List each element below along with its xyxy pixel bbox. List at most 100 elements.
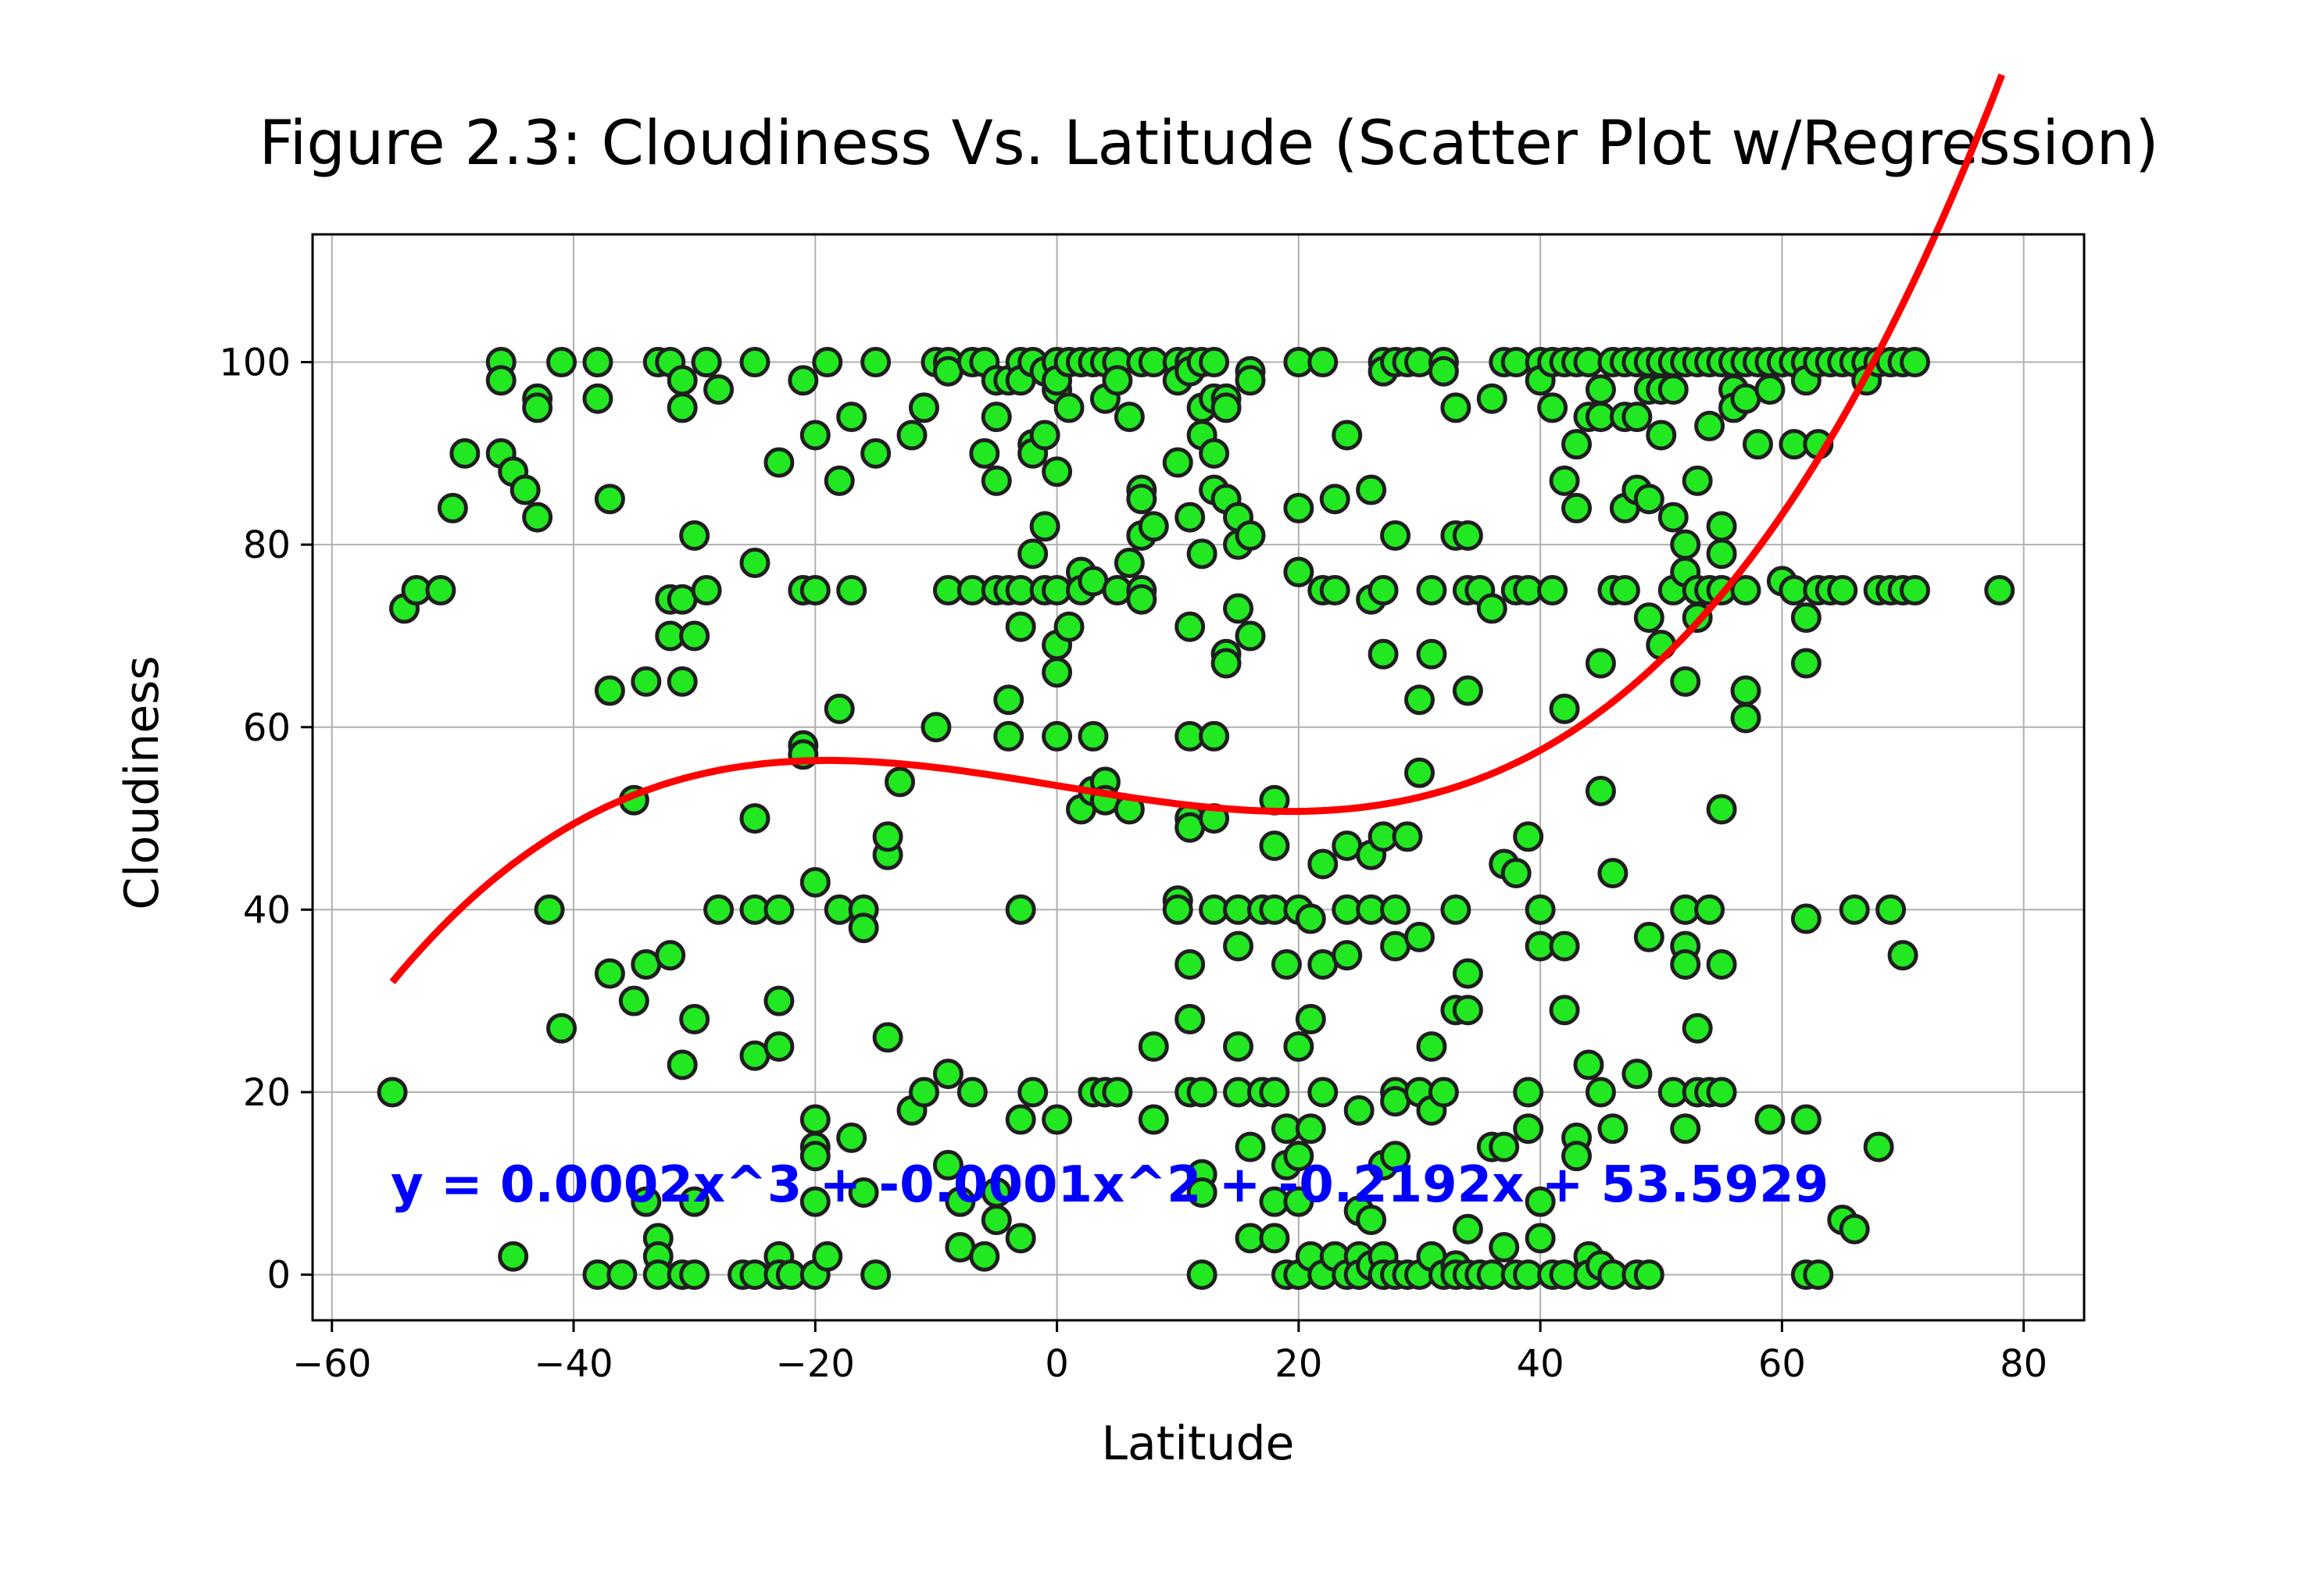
data-point <box>824 693 855 724</box>
data-point <box>1005 1104 1036 1135</box>
data-point <box>1633 484 1664 515</box>
x-tick-label: 60 <box>1758 1342 1806 1386</box>
data-point <box>1730 702 1761 734</box>
data-point <box>1706 948 1737 980</box>
data-point <box>618 985 649 1016</box>
data-point <box>606 1259 638 1291</box>
data-point <box>1053 611 1085 642</box>
data-point <box>546 1012 577 1044</box>
data-point <box>679 520 710 551</box>
data-point <box>1259 1223 1290 1254</box>
data-point <box>799 866 831 898</box>
data-point <box>1803 1259 1834 1291</box>
data-point <box>872 821 903 852</box>
data-point <box>1549 930 1580 962</box>
data-point <box>1223 593 1254 624</box>
data-point <box>1042 720 1073 752</box>
data-point <box>1754 1104 1786 1135</box>
data-point <box>667 666 698 697</box>
data-point <box>1875 894 1907 925</box>
data-point <box>1102 365 1133 396</box>
x-tick-label: 80 <box>2000 1342 2047 1386</box>
data-point <box>812 1241 843 1272</box>
chart-title: Figure 2.3: Cloudiness Vs. Latitude (Sca… <box>259 109 2158 179</box>
data-point <box>1428 1077 1459 1108</box>
data-point <box>1500 858 1532 889</box>
x-tick-label: −60 <box>292 1342 371 1386</box>
data-point <box>449 437 481 469</box>
data-point <box>1319 575 1350 606</box>
data-point <box>1199 720 1230 752</box>
regression-line <box>389 73 2005 984</box>
y-axis-label: Cloudiness <box>115 655 170 910</box>
data-point <box>1670 666 1701 697</box>
data-point <box>1403 921 1435 952</box>
data-point <box>679 1004 710 1035</box>
data-point <box>1343 1095 1375 1126</box>
data-point <box>1597 1113 1629 1145</box>
data-point <box>1162 894 1193 925</box>
data-point <box>1319 484 1350 515</box>
data-point <box>763 447 795 478</box>
data-point <box>1283 1141 1314 1172</box>
data-point <box>1042 456 1073 487</box>
data-point <box>1633 1259 1664 1291</box>
data-point <box>1694 894 1725 925</box>
data-point <box>739 803 770 834</box>
data-point <box>1489 1232 1520 1263</box>
y-tick-label: 100 <box>219 341 291 385</box>
data-point <box>437 492 468 523</box>
data-point <box>1126 484 1157 515</box>
data-point <box>1513 1113 1544 1145</box>
data-point <box>739 347 770 378</box>
data-point <box>1005 894 1036 925</box>
data-point <box>546 347 577 378</box>
data-point <box>667 392 698 423</box>
data-point <box>1029 420 1060 451</box>
data-point <box>1706 1077 1737 1108</box>
data-point <box>860 347 892 378</box>
data-point <box>1452 520 1483 551</box>
data-point <box>1706 538 1737 570</box>
data-point <box>921 712 952 743</box>
data-point <box>1670 948 1701 980</box>
data-point <box>631 1186 662 1217</box>
data-point <box>1790 903 1822 934</box>
data-point <box>1017 1077 1049 1108</box>
data-point <box>981 1205 1012 1236</box>
regression-equation: y = 0.0002x^3 + -0.0001x^2 + -0.2192x + … <box>391 1156 1829 1214</box>
data-point <box>763 894 795 925</box>
data-point <box>872 1022 903 1053</box>
data-point <box>1042 657 1073 688</box>
data-point <box>1126 584 1157 615</box>
y-tick-label: 0 <box>266 1254 291 1298</box>
data-point <box>1670 1113 1701 1145</box>
data-point <box>1403 684 1435 716</box>
x-tick-label: −40 <box>534 1342 613 1386</box>
data-point <box>1670 529 1701 560</box>
data-point <box>945 1186 976 1217</box>
data-point <box>522 502 553 533</box>
data-point <box>896 420 928 451</box>
data-point <box>1561 492 1593 523</box>
data-point <box>1162 447 1193 478</box>
data-point <box>799 1141 831 1172</box>
data-point <box>932 1149 964 1180</box>
data-point <box>1186 1259 1217 1291</box>
data-point <box>799 1186 831 1217</box>
data-point <box>1307 347 1339 378</box>
data-point <box>1537 575 1568 606</box>
data-point <box>969 1241 1000 1272</box>
data-point <box>1235 1131 1266 1162</box>
data-point <box>377 1077 408 1108</box>
data-point <box>1042 1104 1073 1135</box>
data-point <box>799 575 831 606</box>
data-point <box>1416 638 1447 670</box>
data-point <box>522 392 553 423</box>
data-point <box>981 465 1012 496</box>
data-point <box>1863 1131 1894 1162</box>
data-point <box>1295 1113 1326 1145</box>
data-point <box>1730 675 1761 706</box>
data-point <box>1259 830 1290 862</box>
data-point <box>932 1059 964 1090</box>
